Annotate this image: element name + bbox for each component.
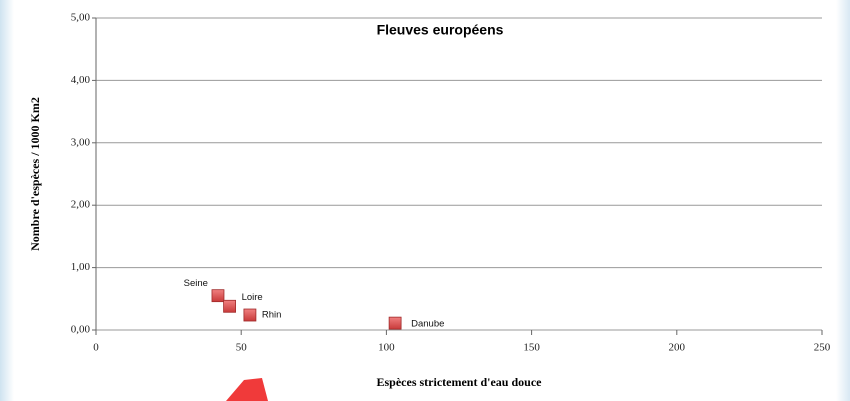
point bbox=[388, 316, 402, 330]
point bbox=[243, 308, 257, 322]
y-tick-label: 3,00 bbox=[71, 136, 91, 148]
x-tick-label: 100 bbox=[378, 342, 395, 354]
y-tick-label: 1,00 bbox=[71, 261, 91, 273]
point-label: Rhin bbox=[262, 310, 282, 321]
x-tick-label: 0 bbox=[93, 342, 99, 354]
x-tick-label: 250 bbox=[814, 342, 831, 354]
chart-title: Fleuves européens bbox=[377, 22, 504, 38]
x-tick-label: 150 bbox=[523, 342, 540, 354]
point bbox=[211, 289, 225, 303]
decoration bbox=[226, 378, 268, 401]
point-label: Danube bbox=[411, 319, 444, 330]
point-label: Loire bbox=[242, 292, 263, 303]
x-tick-label: 50 bbox=[236, 342, 248, 354]
background-edge bbox=[0, 0, 14, 401]
y-tick-label: 0,00 bbox=[71, 324, 91, 336]
y-tick-label: 2,00 bbox=[71, 199, 91, 211]
x-axis-title: Espèces strictement d'eau douce bbox=[377, 375, 543, 389]
background-edge bbox=[836, 0, 850, 401]
point-label: Seine bbox=[184, 278, 208, 289]
point bbox=[223, 299, 236, 313]
y-tick-label: 4,00 bbox=[71, 74, 91, 86]
x-tick-label: 200 bbox=[669, 342, 686, 354]
y-axis-title: Nombre d'espèces / 1000 Km2 bbox=[28, 97, 42, 251]
y-tick-label: 5,00 bbox=[71, 12, 91, 24]
